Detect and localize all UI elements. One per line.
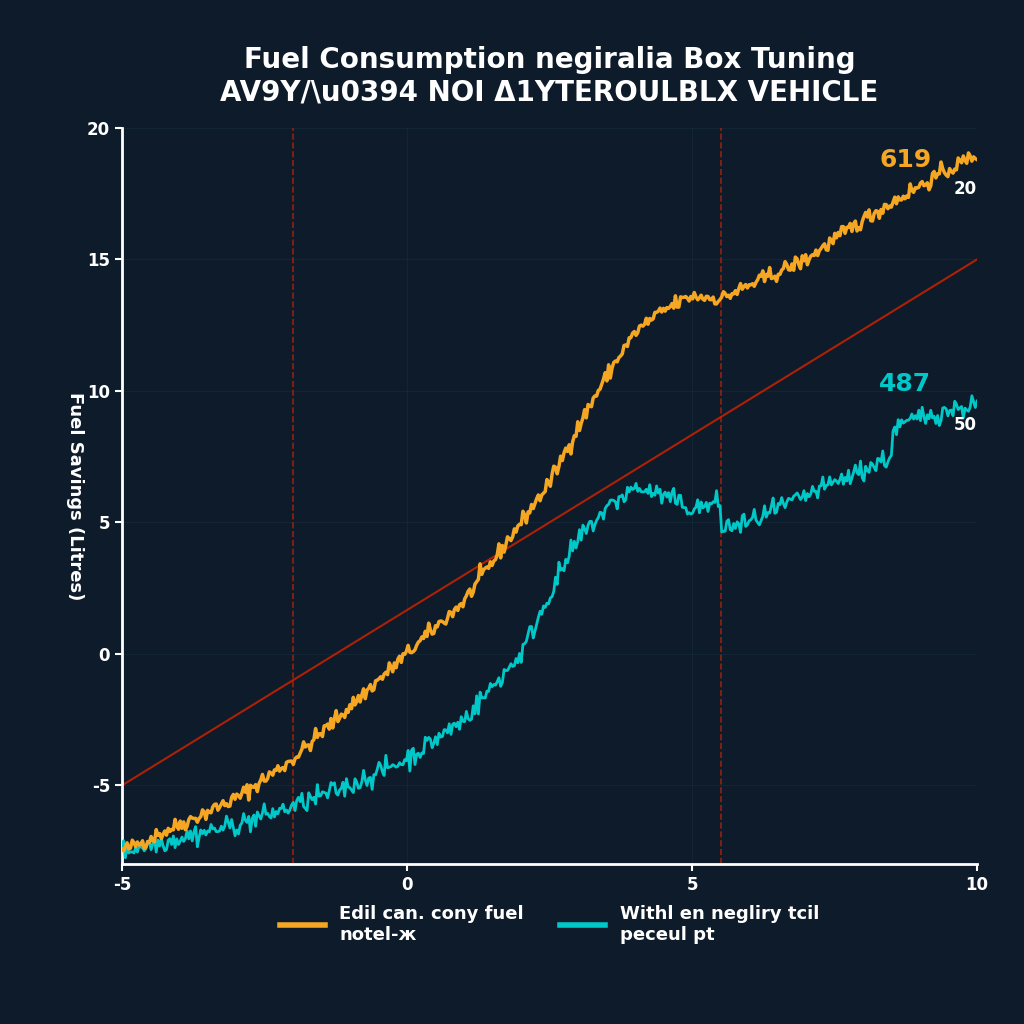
Text: 50: 50 [954, 417, 977, 434]
Text: 20: 20 [954, 179, 977, 198]
Text: 487: 487 [880, 372, 932, 396]
Text: 619: 619 [880, 148, 932, 172]
Legend: Edil can. cony fuel
notel-ж, Withl en negliry tcil
peceul pt: Edil can. cony fuel notel-ж, Withl en ne… [272, 898, 826, 951]
Title: Fuel Consumption negiralia Box Tuning
AV9Y/\u0394 NOI Δ1YTEROULBLX VEHICLE: Fuel Consumption negiralia Box Tuning AV… [220, 46, 879, 106]
Y-axis label: Fuel Savings (Litres): Fuel Savings (Litres) [67, 392, 84, 600]
